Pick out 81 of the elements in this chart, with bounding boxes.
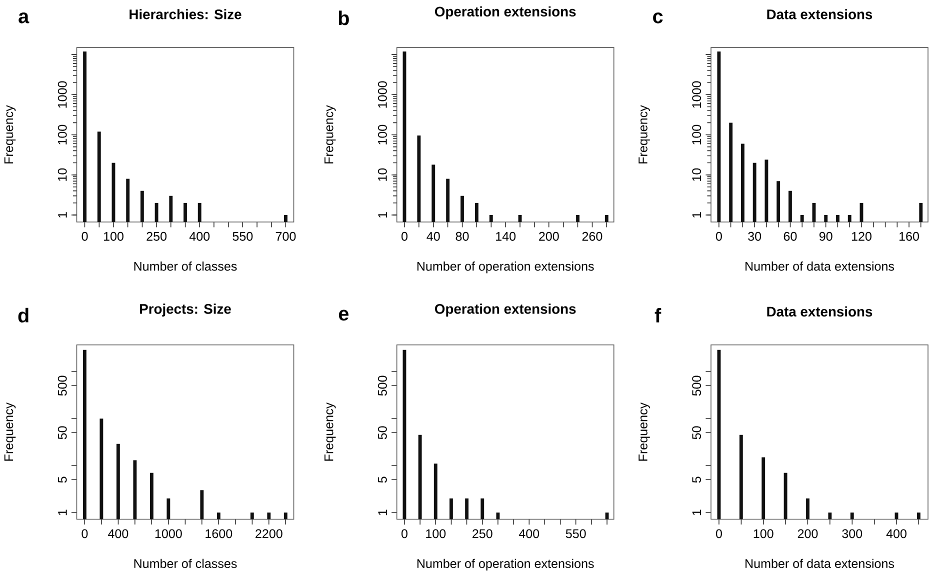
chart-title: Data extensions [767, 9, 872, 20]
x-tick-label: 120 [852, 232, 872, 241]
y-axis-title: Frequency [324, 402, 336, 461]
x-axis-title: Number of classes [134, 262, 237, 271]
y-tick-label: 1 [692, 510, 702, 516]
x-tick-label: 100 [754, 529, 774, 538]
chart-title: Projects: Size [140, 304, 231, 317]
x-tick-label: 300 [842, 529, 862, 538]
y-tick-label: 1000 [58, 81, 67, 108]
x-axis-title: Number of data extensions [746, 558, 894, 568]
x-tick-label: 0 [716, 529, 722, 538]
y-tick-label: 500 [58, 376, 67, 396]
y-tick-label: 1000 [378, 81, 387, 108]
chart-title: Data extensions [767, 306, 872, 317]
y-tick-label: 5 [378, 476, 387, 483]
y-tick-label: 1 [692, 212, 702, 218]
x-tick-label: 0 [82, 232, 88, 241]
x-tick-label: 250 [146, 232, 167, 241]
y-tick-label: 10 [692, 168, 702, 182]
y-tick-label: 100 [378, 124, 387, 144]
x-tick-label: 550 [232, 232, 253, 241]
x-axis-title: Number of operation extensions [417, 558, 594, 571]
x-tick-label: 0 [401, 529, 408, 538]
y-axis-title: Frequency [4, 402, 16, 461]
y-tick-label: 10 [378, 168, 387, 182]
y-tick-label: 1 [378, 212, 387, 218]
y-tick-label: 1 [58, 212, 67, 218]
y-tick-label: 50 [378, 426, 387, 440]
y-tick-label: 100 [58, 124, 67, 144]
x-axis-title: Number of operation extensions [417, 262, 594, 274]
text: a [18, 12, 30, 24]
x-tick-label: 100 [104, 232, 124, 241]
y-tick-label: 1 [58, 510, 67, 516]
x-tick-label: 40 [426, 232, 440, 241]
text: e [338, 310, 348, 321]
y-tick-label: 5 [692, 476, 702, 483]
x-tick-label: 80 [456, 232, 469, 241]
x-tick-label: 250 [472, 529, 492, 538]
x-tick-label: 140 [496, 232, 516, 241]
x-tick-label: 400 [108, 529, 128, 538]
x-tick-label: 100 [426, 529, 446, 538]
x-tick-label: 260 [582, 232, 602, 241]
x-tick-label: 1000 [155, 529, 182, 538]
chart-title: Operation extensions [434, 304, 576, 317]
x-tick-label: 200 [798, 529, 818, 538]
x-tick-label: 30 [748, 232, 762, 241]
text: d [18, 308, 28, 323]
x-axis-title: Number of data extensions [746, 262, 894, 271]
y-tick-label: 500 [692, 376, 702, 396]
x-tick-label: 90 [819, 232, 832, 241]
y-tick-label: 100 [692, 124, 702, 144]
x-tick-label: 400 [189, 232, 210, 241]
y-tick-label: 50 [692, 426, 702, 440]
text: f [654, 308, 662, 323]
y-axis-title: Frequency [638, 105, 650, 164]
y-axis-title: Frequency [638, 402, 650, 461]
x-tick-label: 200 [539, 232, 559, 241]
y-axis-title: Frequency [4, 105, 16, 164]
y-tick-label: 50 [58, 426, 67, 440]
y-tick-label: 5 [58, 476, 67, 483]
x-tick-label: 0 [82, 529, 88, 538]
x-tick-label: 700 [276, 232, 296, 241]
x-tick-label: 0 [716, 232, 722, 241]
x-tick-label: 2200 [256, 529, 282, 538]
x-tick-label: 1600 [206, 529, 232, 538]
y-tick-label: 1000 [692, 81, 702, 108]
x-tick-label: 0 [402, 232, 408, 241]
y-tick-label: 1 [378, 510, 387, 516]
x-tick-label: 60 [784, 232, 797, 241]
x-tick-label: 400 [886, 529, 906, 538]
text: b [338, 10, 349, 26]
x-tick-label: 550 [566, 529, 586, 538]
x-tick-label: 160 [899, 232, 919, 241]
y-axis-title: Frequency [324, 105, 336, 164]
y-tick-label: 500 [378, 376, 387, 396]
chart-title: Hierarchies: Size [130, 9, 242, 20]
text: c [653, 12, 663, 24]
y-tick-label: 10 [58, 168, 67, 182]
chart-title: Operation extensions [434, 6, 576, 20]
x-tick-label: 400 [518, 529, 540, 538]
x-axis-title: Number of classes [134, 558, 237, 568]
